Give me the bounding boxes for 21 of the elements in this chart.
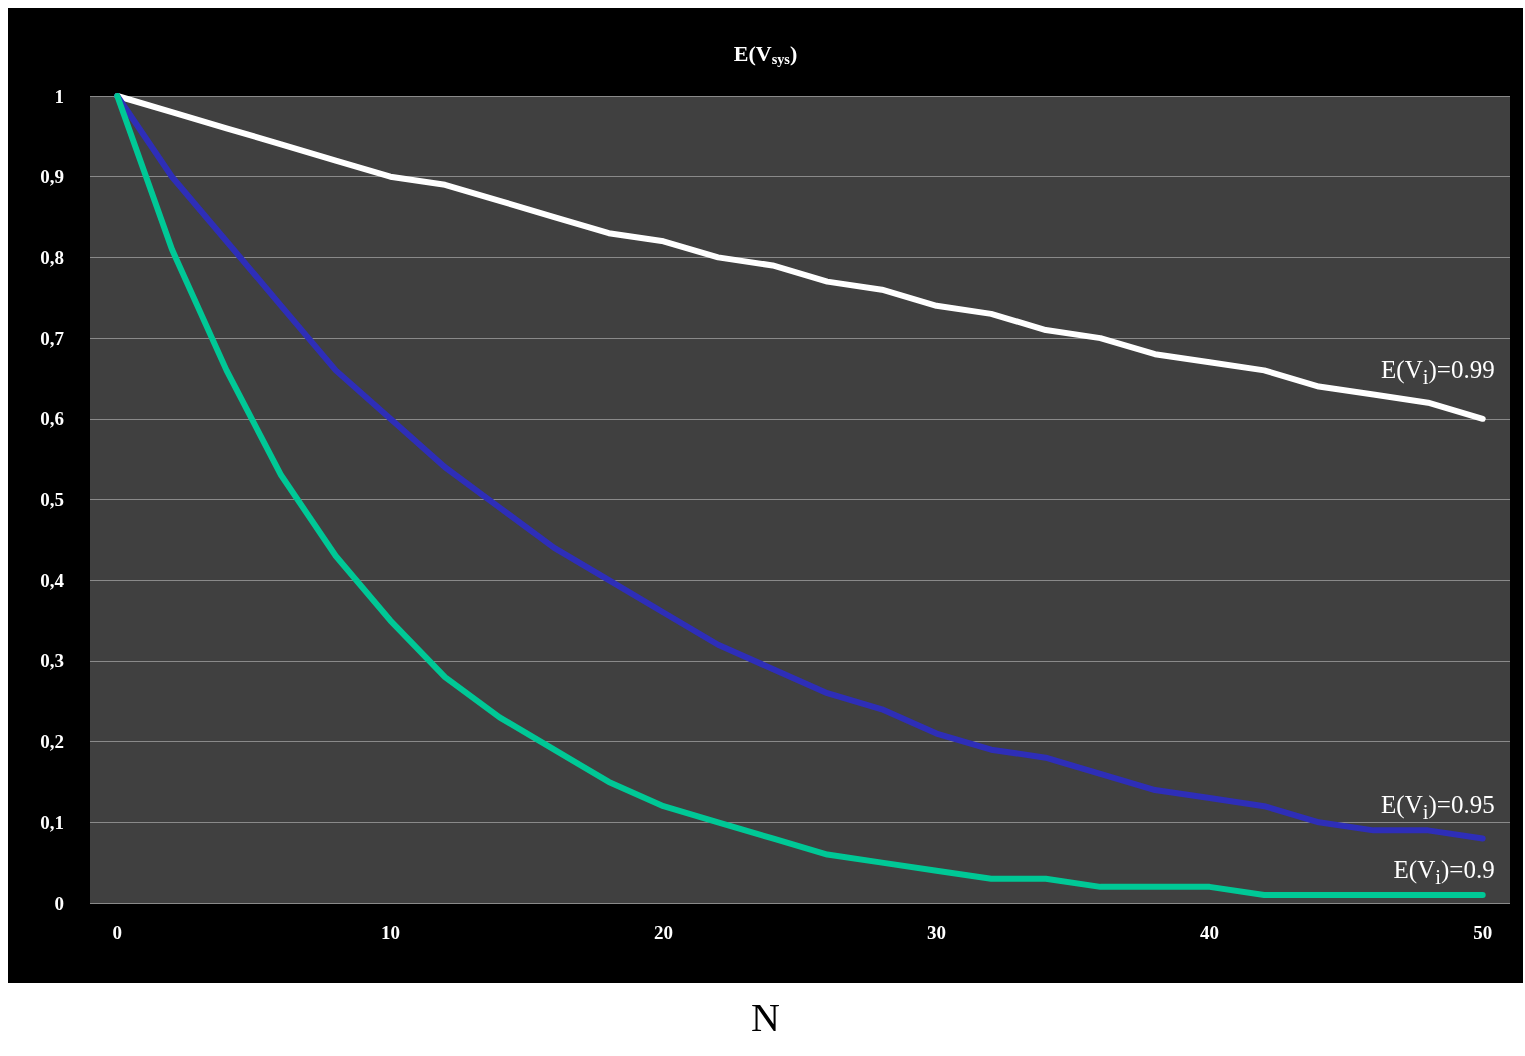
series-label: E(V$_{i}$)=0.95 bbox=[1381, 790, 1495, 827]
y-tick-label: 1 bbox=[54, 85, 64, 107]
y-tick-label: 0,6 bbox=[40, 408, 64, 430]
y-tick-label: 0,3 bbox=[40, 650, 64, 672]
x-tick-label: 20 bbox=[653, 922, 673, 943]
x-axis-title: N bbox=[750, 995, 781, 1041]
y-tick-label: 0,9 bbox=[40, 166, 64, 188]
x-tick-label: 40 bbox=[1200, 922, 1220, 943]
y-tick-label: 0,8 bbox=[40, 246, 64, 268]
y-tick-label: 0 bbox=[54, 892, 64, 914]
x-tick-label: 30 bbox=[927, 922, 947, 943]
series-label: E(V$_{i}$)=0.9 bbox=[1393, 854, 1495, 891]
x-tick-label: 0 bbox=[112, 922, 123, 943]
x-tick-label: 50 bbox=[1473, 922, 1493, 943]
y-tick-label: 0,5 bbox=[40, 489, 64, 510]
x-tick-label: 10 bbox=[380, 922, 400, 943]
series-label: E(V$_{i}$)=0.99 bbox=[1381, 354, 1495, 391]
y-tick-label: 0,7 bbox=[40, 327, 65, 349]
y-tick-label: 0,2 bbox=[40, 731, 64, 753]
y-tick-label: 0,4 bbox=[40, 569, 65, 591]
y-tick-label: 0,1 bbox=[40, 811, 64, 833]
